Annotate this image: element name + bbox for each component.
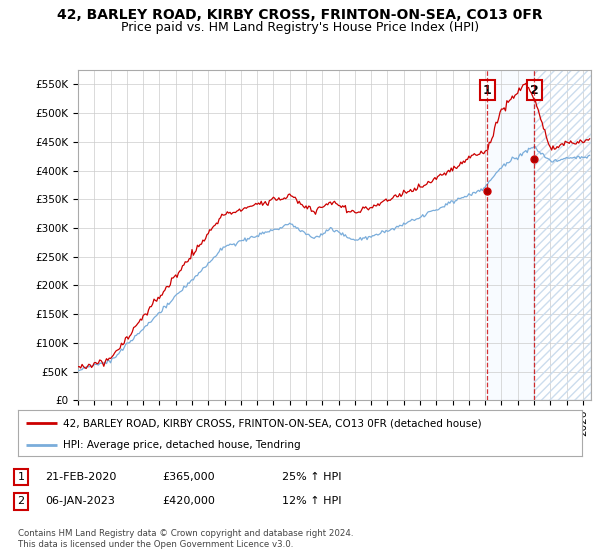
Text: £365,000: £365,000 <box>162 472 215 482</box>
Text: 2: 2 <box>17 496 25 506</box>
Text: 42, BARLEY ROAD, KIRBY CROSS, FRINTON-ON-SEA, CO13 0FR: 42, BARLEY ROAD, KIRBY CROSS, FRINTON-ON… <box>57 8 543 22</box>
Text: 12% ↑ HPI: 12% ↑ HPI <box>282 496 341 506</box>
Text: HPI: Average price, detached house, Tendring: HPI: Average price, detached house, Tend… <box>63 440 301 450</box>
Text: £420,000: £420,000 <box>162 496 215 506</box>
Text: 1: 1 <box>17 472 25 482</box>
Text: Price paid vs. HM Land Registry's House Price Index (HPI): Price paid vs. HM Land Registry's House … <box>121 21 479 34</box>
Text: Contains HM Land Registry data © Crown copyright and database right 2024.
This d: Contains HM Land Registry data © Crown c… <box>18 529 353 549</box>
Text: 42, BARLEY ROAD, KIRBY CROSS, FRINTON-ON-SEA, CO13 0FR (detached house): 42, BARLEY ROAD, KIRBY CROSS, FRINTON-ON… <box>63 418 482 428</box>
Text: 1: 1 <box>483 83 491 97</box>
Text: 21-FEB-2020: 21-FEB-2020 <box>45 472 116 482</box>
Text: 06-JAN-2023: 06-JAN-2023 <box>45 496 115 506</box>
Text: 2: 2 <box>530 83 539 97</box>
Text: 25% ↑ HPI: 25% ↑ HPI <box>282 472 341 482</box>
Bar <box>487 70 535 400</box>
